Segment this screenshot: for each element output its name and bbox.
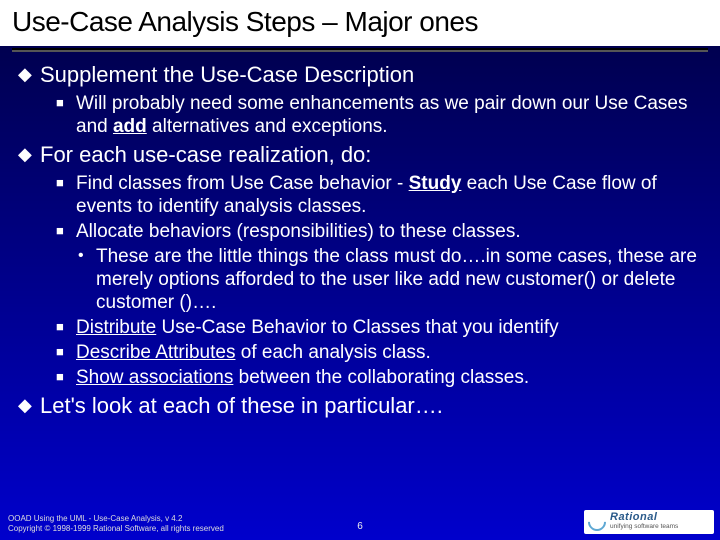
text-underline: Study bbox=[409, 173, 462, 194]
bullet-l1: ◆ Supplement the Use-Case Description bbox=[18, 62, 702, 88]
square-icon: ■ bbox=[56, 92, 76, 114]
rational-logo: Rational unifying software teams bbox=[584, 510, 714, 534]
bullet-l2: ■ Distribute Use-Case Behavior to Classe… bbox=[56, 316, 702, 339]
footer-line: OOAD Using the UML - Use-Case Analysis, … bbox=[8, 514, 224, 524]
square-icon: ■ bbox=[56, 366, 76, 388]
bullet-l2: ■ Will probably need some enhancements a… bbox=[56, 92, 702, 138]
slide-content: ◆ Supplement the Use-Case Description ■ … bbox=[0, 50, 720, 419]
square-icon: ■ bbox=[56, 341, 76, 363]
bullet-text: Will probably need some enhancements as … bbox=[76, 92, 702, 138]
bullet-l1: ◆ Let's look at each of these in particu… bbox=[18, 393, 702, 419]
bullet-text: Let's look at each of these in particula… bbox=[40, 393, 443, 419]
footer: OOAD Using the UML - Use-Case Analysis, … bbox=[0, 508, 720, 536]
bullet-text: Find classes from Use Case behavior - St… bbox=[76, 172, 702, 218]
bullet-text: For each use-case realization, do: bbox=[40, 142, 371, 168]
text-span: Find classes from Use Case behavior - bbox=[76, 173, 409, 194]
title-bar: Use-Case Analysis Steps – Major ones bbox=[0, 0, 720, 46]
logo-text-block: Rational unifying software teams bbox=[610, 513, 678, 531]
dot-icon: • bbox=[78, 245, 96, 267]
square-icon: ■ bbox=[56, 172, 76, 194]
logo-main-text: Rational bbox=[610, 513, 678, 522]
bullet-l1: ◆ For each use-case realization, do: bbox=[18, 142, 702, 168]
diamond-icon: ◆ bbox=[18, 142, 40, 166]
bullet-text: Supplement the Use-Case Description bbox=[40, 62, 414, 88]
text-span: Use-Case Behavior to Classes that you id… bbox=[156, 317, 558, 338]
bullet-l2: ■ Find classes from Use Case behavior - … bbox=[56, 172, 702, 218]
bullet-l3: • These are the little things the class … bbox=[78, 245, 702, 314]
bullet-l2: ■ Allocate behaviors (responsibilities) … bbox=[56, 220, 702, 243]
slide-title: Use-Case Analysis Steps – Major ones bbox=[12, 6, 708, 38]
bullet-text: Describe Attributes of each analysis cla… bbox=[76, 341, 431, 364]
bullet-text: Distribute Use-Case Behavior to Classes … bbox=[76, 316, 559, 339]
page-number: 6 bbox=[357, 521, 363, 532]
text-underline: Distribute bbox=[76, 317, 156, 338]
bullet-text: Show associations between the collaborat… bbox=[76, 366, 529, 389]
diamond-icon: ◆ bbox=[18, 62, 40, 86]
text-span: of each analysis class. bbox=[235, 342, 430, 363]
square-icon: ■ bbox=[56, 220, 76, 242]
bullet-text: These are the little things the class mu… bbox=[96, 245, 702, 314]
text-span: alternatives and exceptions. bbox=[147, 116, 388, 137]
bullet-l2: ■ Show associations between the collabor… bbox=[56, 366, 702, 389]
logo-swirl-icon bbox=[584, 509, 609, 534]
footer-copyright: OOAD Using the UML - Use-Case Analysis, … bbox=[8, 514, 224, 534]
bullet-l2: ■ Describe Attributes of each analysis c… bbox=[56, 341, 702, 364]
text-underline: Show associations bbox=[76, 367, 233, 388]
diamond-icon: ◆ bbox=[18, 393, 40, 417]
square-icon: ■ bbox=[56, 316, 76, 338]
text-underline: Describe Attributes bbox=[76, 342, 235, 363]
bullet-text: Allocate behaviors (responsibilities) to… bbox=[76, 220, 521, 243]
text-underline: add bbox=[113, 116, 147, 137]
text-span: between the collaborating classes. bbox=[233, 367, 529, 388]
footer-line: Copyright © 1998-1999 Rational Software,… bbox=[8, 524, 224, 534]
logo-sub-text: unifying software teams bbox=[610, 522, 678, 531]
